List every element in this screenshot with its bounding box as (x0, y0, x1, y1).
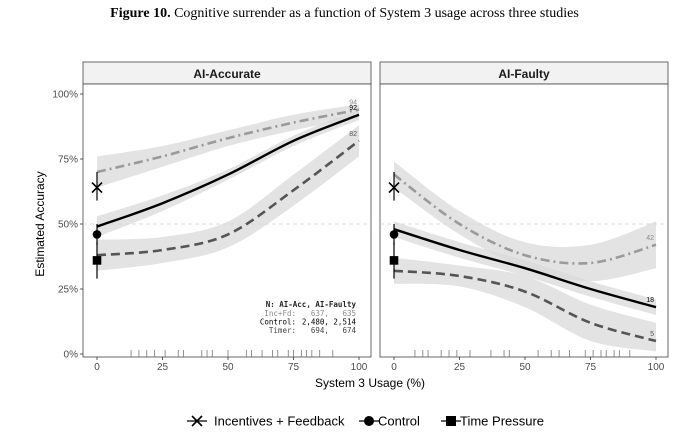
n-table-header: N: AI-Acc, AI-Faulty (266, 300, 357, 309)
figure-number: Figure 10. (110, 6, 171, 21)
x-tick-label: 100 (351, 362, 368, 373)
n-table-row-label: Control: (260, 318, 296, 327)
y-axis-title: Estimated Accuracy (33, 171, 47, 276)
legend-item-timer: Time Pressure (441, 414, 544, 429)
end-label-incentives: 42 (646, 235, 654, 242)
n-table-row-values: 2,480, 2,514 (302, 318, 357, 327)
figure-caption: Cognitive surrender as a function of Sys… (170, 6, 579, 21)
x-tick-label: 75 (288, 362, 300, 373)
legend-square-icon (446, 416, 456, 426)
series-line-incentives (393, 173, 657, 265)
intercept-marker-square (389, 256, 399, 265)
y-tick-label: 75% (58, 155, 78, 166)
panel-title: AI-Faulty (498, 67, 550, 81)
x-tick-label: 25 (454, 362, 466, 373)
ribbon-incentives (97, 104, 359, 188)
end-label-control: 18 (646, 297, 654, 304)
x-axis-title: System 3 Usage (%) (315, 376, 425, 390)
intercept-marker-square (92, 256, 102, 265)
x-tick-label: 0 (94, 362, 100, 373)
end-label-timer: 82 (349, 131, 357, 138)
end-label-timer: 5 (650, 331, 654, 338)
x-tick-label: 50 (222, 362, 234, 373)
legend-label: Incentives + Feedback (214, 414, 345, 429)
n-table-row-values: 637, 635 (311, 309, 356, 318)
series-line-control (393, 228, 657, 309)
legend-circle-icon (364, 416, 374, 426)
panel-frame (379, 83, 669, 358)
x-tick-label: 0 (391, 362, 397, 373)
figure-title: Figure 10. Cognitive surrender as a func… (0, 6, 689, 22)
n-table-row-label: Timer: (269, 326, 296, 335)
n-table-row-label: Inc+Fd: (264, 309, 296, 318)
n-table-row-values: 694, 674 (311, 326, 357, 335)
x-tick-label: 25 (157, 362, 169, 373)
series-line-timer (393, 269, 657, 343)
ribbon-incentives (394, 161, 656, 282)
legend-x-icon (191, 415, 203, 427)
y-tick-label: 50% (58, 220, 78, 231)
x-tick-label: 75 (585, 362, 597, 373)
legend: Incentives + Feedback Control Time Pressur… (187, 414, 544, 429)
series-line-control (96, 113, 360, 228)
end-label-control: 92 (349, 105, 357, 112)
y-tick-label: 25% (58, 285, 78, 296)
y-tick-label: 0% (64, 350, 79, 361)
series-line-timer (96, 139, 360, 257)
x-tick-label: 50 (519, 362, 531, 373)
legend-item-incentives: Incentives + Feedback (187, 414, 345, 429)
ribbon-timer (394, 257, 656, 352)
ribbon-timer (97, 125, 359, 271)
series-line-incentives (96, 108, 360, 174)
intercept-marker-x (388, 182, 400, 194)
end-label-incentives: 94 (349, 100, 357, 107)
x-tick-label: 100 (648, 362, 665, 373)
legend-label: Time Pressure (460, 414, 544, 429)
panel-title: AI-Accurate (193, 67, 261, 81)
intercept-marker-x (91, 182, 103, 194)
legend-label: Control (378, 414, 420, 429)
intercept-marker-circle (389, 230, 399, 239)
intercept-marker-circle (92, 230, 102, 239)
y-tick-label: 100% (52, 90, 78, 101)
legend-item-control: Control (359, 414, 420, 429)
